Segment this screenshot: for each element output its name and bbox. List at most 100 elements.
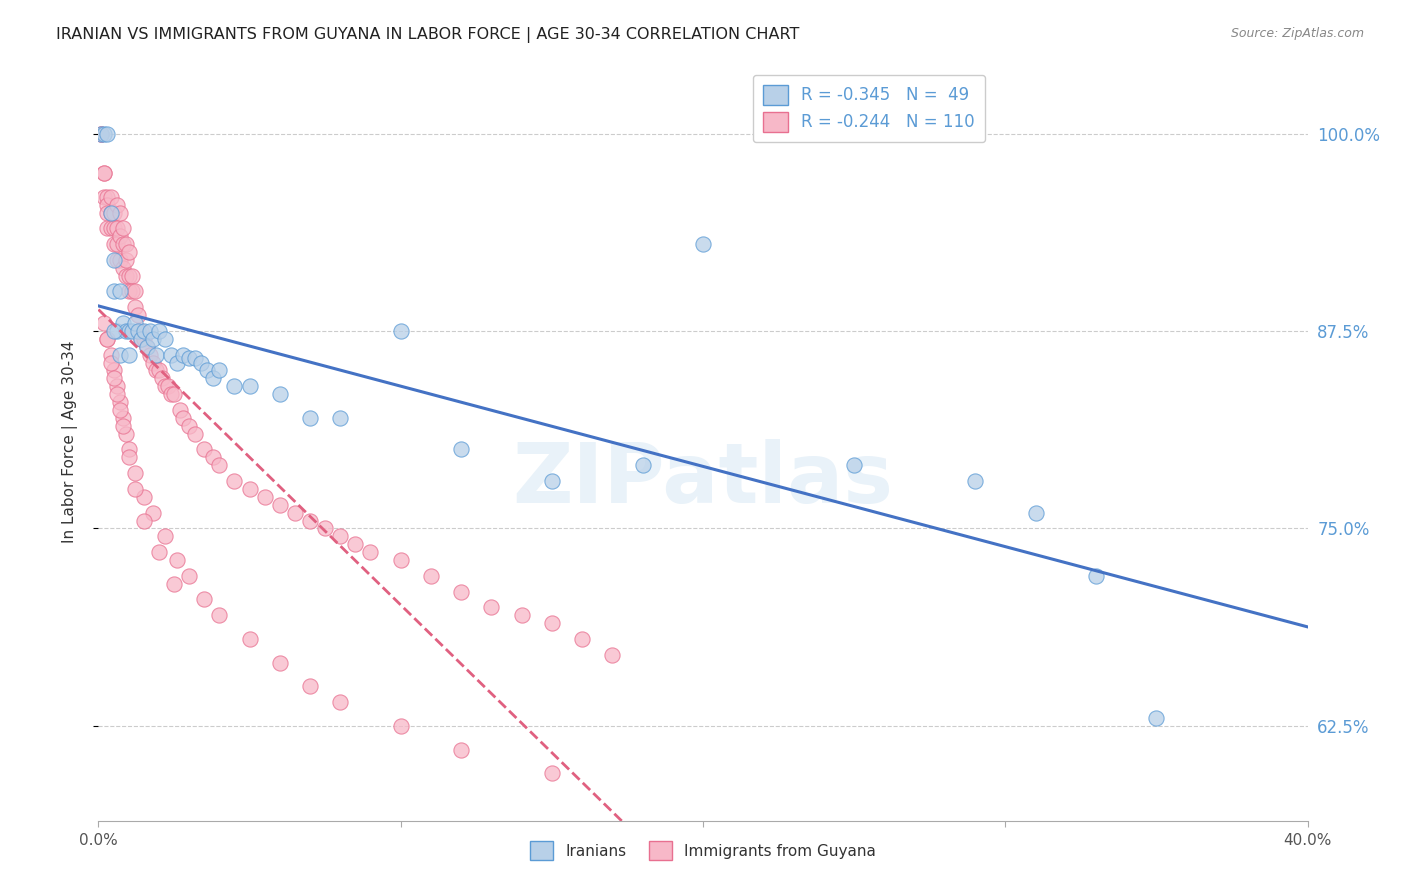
Point (163, 576, 186, 591)
Point (108, 348, 131, 362)
Point (103, 221, 125, 235)
Point (105, 237, 128, 252)
Point (103, 324, 125, 338)
Point (160, 348, 183, 362)
Point (208, 363, 231, 377)
Point (108, 205, 131, 219)
Point (108, 229, 131, 244)
Point (269, 498, 291, 512)
Point (105, 387, 128, 401)
Point (389, 324, 412, 338)
Point (179, 351, 201, 365)
Point (124, 300, 146, 314)
Point (96, 221, 118, 235)
Text: IRANIAN VS IMMIGRANTS FROM GUYANA IN LABOR FORCE | AGE 30-34 CORRELATION CHART: IRANIAN VS IMMIGRANTS FROM GUYANA IN LAB… (56, 27, 800, 43)
Point (602, 648, 624, 662)
Point (108, 395, 131, 409)
Point (239, 482, 262, 496)
Point (114, 426, 136, 441)
Point (118, 450, 141, 465)
Text: Source: ZipAtlas.com: Source: ZipAtlas.com (1230, 27, 1364, 40)
Point (118, 348, 141, 362)
Point (208, 608, 231, 623)
Point (132, 514, 155, 528)
Point (329, 410, 352, 425)
Point (510, 608, 533, 623)
Point (93, 127, 115, 141)
Point (166, 355, 188, 369)
Point (124, 316, 146, 330)
Point (103, 371, 125, 385)
Point (179, 569, 201, 583)
Text: 40.0%: 40.0% (1284, 833, 1331, 848)
Point (103, 205, 125, 219)
Point (142, 506, 165, 520)
Point (172, 348, 194, 362)
Point (135, 340, 157, 354)
Point (111, 316, 134, 330)
Point (121, 324, 143, 338)
Point (202, 450, 225, 465)
Point (90, 127, 112, 141)
Point (160, 387, 183, 401)
Point (121, 285, 143, 299)
Point (224, 379, 246, 393)
Point (103, 237, 125, 252)
Point (153, 332, 176, 346)
Point (202, 371, 225, 385)
Point (299, 679, 322, 693)
Point (184, 426, 207, 441)
Point (692, 237, 714, 252)
Point (93, 190, 115, 204)
Point (193, 442, 215, 457)
Point (108, 252, 131, 267)
Point (450, 442, 472, 457)
Point (153, 379, 176, 393)
Point (103, 363, 125, 377)
Point (96, 127, 118, 141)
Point (179, 418, 201, 433)
Point (163, 387, 186, 401)
Point (239, 379, 262, 393)
Point (169, 403, 191, 417)
Point (389, 719, 412, 733)
Legend: Iranians, Immigrants from Guyana: Iranians, Immigrants from Guyana (524, 835, 882, 866)
Point (108, 285, 131, 299)
Point (360, 545, 382, 559)
Point (389, 553, 412, 567)
Point (142, 355, 165, 369)
Point (118, 285, 141, 299)
Point (111, 237, 134, 252)
Point (100, 348, 122, 362)
Point (145, 363, 167, 377)
Point (299, 514, 322, 528)
Point (114, 252, 136, 267)
Point (93, 166, 115, 180)
Point (111, 410, 134, 425)
Point (100, 355, 122, 369)
Point (344, 537, 367, 551)
Point (139, 324, 162, 338)
Point (172, 410, 194, 425)
Point (844, 458, 866, 473)
Point (90, 127, 112, 141)
Point (96, 332, 118, 346)
Point (193, 592, 215, 607)
Point (96, 205, 118, 219)
Point (299, 410, 322, 425)
Point (314, 521, 336, 535)
Point (105, 324, 128, 338)
Point (129, 324, 152, 338)
Point (148, 363, 170, 377)
Point (105, 252, 128, 267)
Point (631, 458, 654, 473)
Text: ZIPatlas: ZIPatlas (513, 439, 893, 520)
Point (540, 474, 562, 488)
Point (224, 474, 246, 488)
Point (329, 529, 352, 543)
Point (329, 695, 352, 709)
Point (148, 545, 170, 559)
Point (239, 632, 262, 646)
Point (108, 403, 131, 417)
Point (132, 490, 155, 504)
